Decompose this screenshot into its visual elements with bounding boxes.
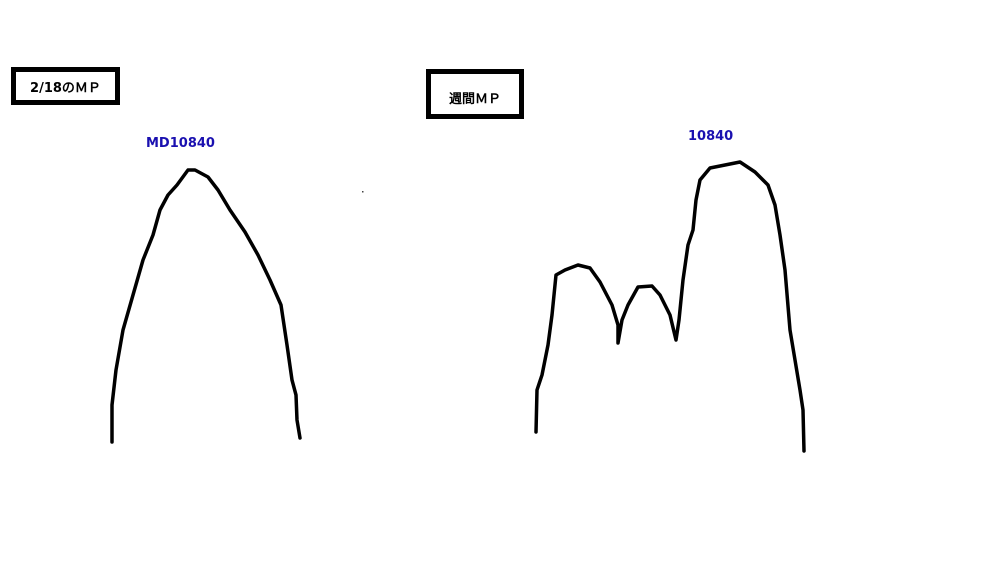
- weekly-peak-label: 10840: [688, 129, 734, 144]
- weekly-mp-title-box: 週間ＭＰ: [426, 69, 524, 119]
- weekly-mp-title: 週間ＭＰ: [448, 91, 501, 107]
- weekly-profile-curve: [534, 160, 806, 453]
- daily-mp-title: 2/18のＭＰ: [30, 80, 101, 96]
- daily-profile-curve: [110, 168, 302, 444]
- stray-dot: [362, 191, 364, 193]
- daily-mp-title-box: 2/18のＭＰ: [11, 67, 120, 105]
- daily-peak-label: MD10840: [146, 136, 215, 151]
